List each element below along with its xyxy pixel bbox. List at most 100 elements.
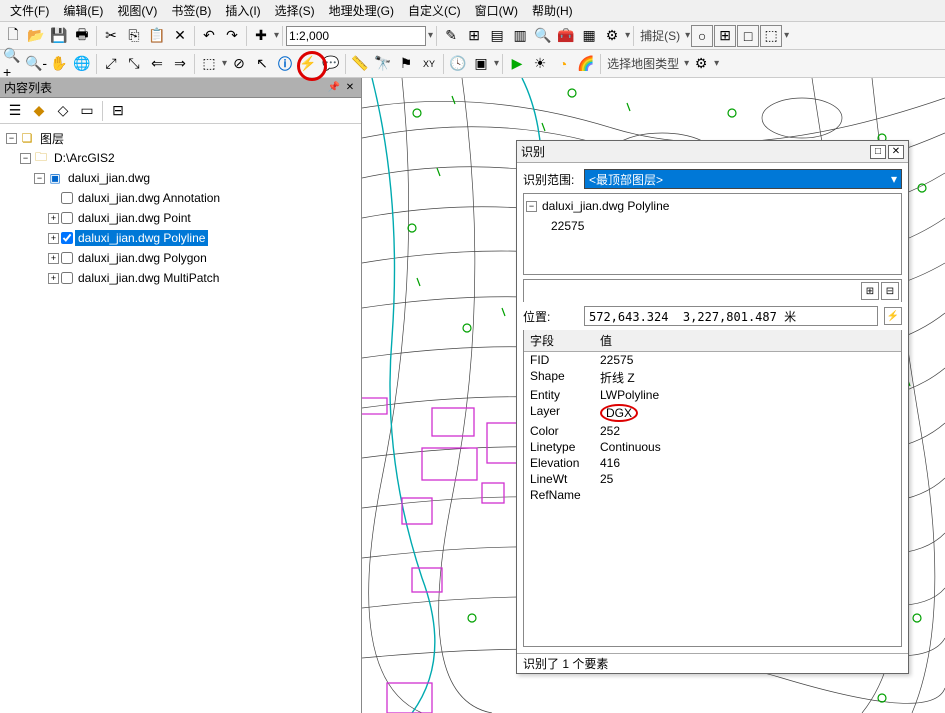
identify-close-icon[interactable]: ✕ — [888, 145, 904, 159]
expander-icon[interactable]: − — [6, 133, 17, 144]
identify-tree-feature-label[interactable]: 22575 — [548, 218, 587, 234]
menu-insert[interactable]: 插入(I) — [219, 0, 266, 21]
toc-list-by-source-icon[interactable]: ◆ — [28, 100, 50, 122]
toc-list-by-visibility-icon[interactable]: ◇ — [52, 100, 74, 122]
identify-tree-layer[interactable]: − daluxi_jian.dwg Polyline — [526, 196, 899, 216]
copy-icon[interactable]: ⎘ — [123, 25, 145, 47]
open-folder-icon[interactable]: 📂 — [25, 25, 47, 47]
pan-icon[interactable]: ✋ — [48, 53, 70, 75]
menu-edit[interactable]: 编辑(E) — [57, 0, 109, 21]
select-features-icon[interactable]: ⬚ — [198, 53, 220, 75]
layer-visibility-checkbox[interactable] — [61, 192, 73, 204]
tree-root-layers[interactable]: − ❏ 图层 — [2, 128, 359, 148]
prev-extent-icon[interactable]: ⇐ — [146, 53, 168, 75]
save-icon[interactable]: 💾 — [48, 25, 70, 47]
toc-layer-label[interactable]: daluxi_jian.dwg Polyline — [75, 230, 208, 246]
snap-edge-icon[interactable]: ⬚ — [760, 25, 782, 47]
identify-tree-feature[interactable]: 22575 — [526, 216, 899, 236]
add-data-icon[interactable]: ✚ — [250, 25, 272, 47]
snap-opts-dd[interactable]: ▾ — [783, 30, 789, 41]
layer-visibility-checkbox[interactable] — [61, 252, 73, 264]
expander-icon[interactable]: − — [20, 153, 31, 164]
fixed-zoom-in-icon[interactable]: ⤢ — [100, 53, 122, 75]
snap-vertex-icon[interactable]: □ — [737, 25, 759, 47]
toc-layer-row[interactable]: + daluxi_jian.dwg Polyline — [2, 228, 359, 248]
select-dd[interactable]: ▾ — [221, 58, 227, 69]
search-window-icon[interactable]: 🔍 — [532, 25, 554, 47]
identify-tree-layer-label[interactable]: daluxi_jian.dwg Polyline — [539, 198, 672, 214]
undo-icon[interactable]: ↶ — [198, 25, 220, 47]
hyperlink-icon[interactable]: ⚡ — [297, 53, 319, 75]
redo-icon[interactable]: ↷ — [221, 25, 243, 47]
viewer-icon[interactable]: ▣ — [470, 53, 492, 75]
tree-dwg[interactable]: − ▣ daluxi_jian.dwg — [2, 168, 359, 188]
expander-icon[interactable]: − — [526, 201, 537, 212]
mb-dd[interactable]: ▾ — [624, 30, 630, 41]
snap-end-icon[interactable]: ⊞ — [714, 25, 736, 47]
full-extent-icon[interactable]: 🌐 — [71, 53, 93, 75]
editor-icon[interactable]: ✎ — [440, 25, 462, 47]
menu-file[interactable]: 文件(F) — [4, 0, 55, 21]
find-route-icon[interactable]: ⚑ — [395, 53, 417, 75]
toc-layer-row[interactable]: +daluxi_jian.dwg MultiPatch — [2, 268, 359, 288]
identify-location-input[interactable] — [584, 306, 878, 326]
toc-icon[interactable]: ▤ — [486, 25, 508, 47]
toc-list-by-selection-icon[interactable]: ▭ — [76, 100, 98, 122]
identify-result-tree[interactable]: − daluxi_jian.dwg Polyline 22575 — [523, 193, 902, 275]
tablewin-icon[interactable]: ⊞ — [463, 25, 485, 47]
tree-dataset[interactable]: − 🗀 D:\ArcGIS2 — [2, 148, 359, 168]
zoom-in-icon[interactable]: 🔍+ — [2, 53, 24, 75]
find-icon[interactable]: 🔭 — [372, 53, 394, 75]
toc-layer-label[interactable]: daluxi_jian.dwg Point — [75, 210, 194, 226]
new-doc-icon[interactable]: 🗋 — [2, 25, 24, 47]
style-icon[interactable]: ◔ — [552, 53, 574, 75]
identify-nav-next-icon[interactable]: ⊟ — [881, 282, 899, 300]
gradient-icon[interactable]: 🌈 — [575, 53, 597, 75]
scale-combo[interactable] — [286, 26, 426, 46]
print-icon[interactable]: 🖶 — [71, 25, 93, 47]
clear-selection-icon[interactable]: ⊘ — [228, 53, 250, 75]
toc-layer-label[interactable]: daluxi_jian.dwg Polygon — [75, 250, 210, 266]
layer-visibility-checkbox[interactable] — [61, 212, 73, 224]
menu-customize[interactable]: 自定义(C) — [402, 0, 467, 21]
toc-layer-label[interactable]: daluxi_jian.dwg Annotation — [75, 190, 223, 206]
toc-options-icon[interactable]: ⊟ — [107, 100, 129, 122]
toc-pin-icon[interactable]: 📌 — [327, 81, 341, 95]
time-slider-icon[interactable]: 🕓 — [447, 53, 469, 75]
menu-select[interactable]: 选择(S) — [269, 0, 321, 21]
layer-visibility-checkbox[interactable] — [61, 232, 73, 244]
identify-flash-icon[interactable]: ⚡ — [884, 307, 902, 325]
toc-tree[interactable]: − ❏ 图层 − 🗀 D:\ArcGIS2 − ▣ daluxi_jian.dw… — [0, 124, 361, 713]
toc-close-icon[interactable]: ✕ — [343, 81, 357, 95]
html-popup-icon[interactable]: 💬 — [320, 53, 342, 75]
layer-visibility-checkbox[interactable] — [61, 272, 73, 284]
toc-layer-row[interactable]: daluxi_jian.dwg Annotation — [2, 188, 359, 208]
snap-dd[interactable]: ▾ — [684, 30, 690, 41]
menu-geoprocessing[interactable]: 地理处理(G) — [323, 0, 400, 21]
measure-icon[interactable]: 📏 — [349, 53, 371, 75]
delete-icon[interactable]: ✕ — [169, 25, 191, 47]
identify-icon[interactable]: ⓘ — [274, 53, 296, 75]
tree-dataset-label[interactable]: D:\ArcGIS2 — [51, 150, 118, 166]
expander-icon[interactable]: + — [48, 213, 59, 224]
expander-icon[interactable]: + — [48, 273, 59, 284]
arctoolbox-icon[interactable]: 🧰 — [555, 25, 577, 47]
play-icon[interactable]: ▶ — [506, 53, 528, 75]
tree-dwg-label[interactable]: daluxi_jian.dwg — [65, 170, 153, 186]
identify-titlebar[interactable]: 识别 □ ✕ — [517, 141, 908, 163]
toc-layer-row[interactable]: +daluxi_jian.dwg Polygon — [2, 248, 359, 268]
menu-bookmarks[interactable]: 书签(B) — [165, 0, 217, 21]
catalog-icon[interactable]: ▥ — [509, 25, 531, 47]
goto-xy-icon[interactable]: XY — [418, 53, 440, 75]
zoom-out-icon[interactable]: 🔍- — [25, 53, 47, 75]
maptype-dd[interactable]: ▾ — [683, 58, 689, 69]
menu-window[interactable]: 窗口(W) — [469, 0, 524, 21]
identify-range-combo[interactable]: <最顶部图层> ▾ — [584, 169, 902, 189]
snap-point-icon[interactable]: ○ — [691, 25, 713, 47]
menu-view[interactable]: 视图(V) — [111, 0, 163, 21]
expander-icon[interactable]: − — [34, 173, 45, 184]
tree-root-label[interactable]: 图层 — [37, 129, 67, 148]
expander-icon[interactable]: + — [48, 233, 59, 244]
modelbuilder-icon[interactable]: ⚙ — [601, 25, 623, 47]
identify-nav-prev-icon[interactable]: ⊞ — [861, 282, 879, 300]
